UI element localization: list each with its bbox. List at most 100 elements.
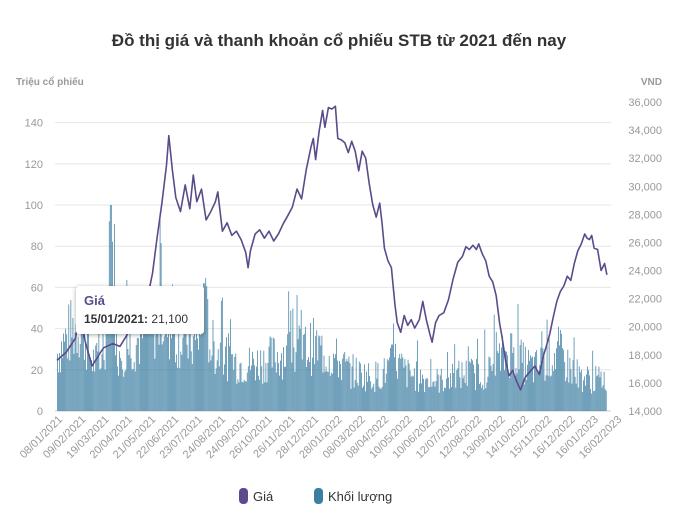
volume-bar	[418, 391, 419, 411]
volume-bar	[453, 372, 455, 411]
volume-bar	[105, 330, 107, 411]
volume-bar	[549, 376, 551, 411]
volume-bar	[547, 375, 549, 411]
volume-bar	[573, 337, 575, 411]
volume-bar	[563, 349, 565, 411]
volume-bar	[206, 286, 208, 411]
volume-bar	[466, 385, 468, 411]
volume-bar	[470, 358, 472, 411]
volume-bar	[376, 378, 378, 411]
volume-bar	[237, 379, 239, 411]
volume-bar	[70, 300, 72, 411]
volume-bar	[522, 342, 524, 411]
volume-bar	[155, 324, 157, 411]
volume-bar	[186, 344, 188, 411]
volume-bar	[95, 345, 97, 411]
volume-bar	[57, 353, 58, 411]
volume-bar	[288, 291, 290, 411]
volume-bar	[445, 388, 446, 411]
volume-bar	[247, 366, 249, 411]
volume-bar	[566, 377, 568, 411]
volume-bar	[380, 388, 382, 411]
volume-bar	[295, 352, 297, 411]
volume-bar	[86, 369, 87, 411]
volume-bar	[572, 360, 574, 411]
volume-bar	[419, 383, 420, 411]
volume-bar	[391, 344, 392, 411]
volume-bar	[603, 371, 605, 411]
volume-bar	[166, 337, 168, 411]
volume-bar	[267, 362, 269, 411]
volume-bar	[560, 330, 561, 411]
volume-bar	[240, 362, 242, 411]
legend-volume-label: Khối lượng	[328, 489, 392, 504]
volume-bar	[194, 339, 196, 411]
volume-bar	[156, 308, 158, 411]
y-right-axis-title: VND	[641, 77, 662, 88]
volume-bar	[104, 369, 106, 411]
volume-bar	[507, 355, 509, 411]
volume-bar	[512, 353, 514, 411]
volume-bar	[148, 332, 150, 411]
volume-bar	[438, 392, 440, 411]
volume-bar	[92, 371, 94, 411]
y-right-ticks: 14,000 16,000 18,000 20,000 22,000 24,000 26,0…	[628, 97, 662, 418]
volume-bar	[220, 300, 222, 411]
volume-bar	[208, 362, 210, 411]
volume-bar	[528, 349, 529, 411]
volume-bar	[200, 335, 201, 411]
volume-bar	[562, 348, 563, 411]
volume-bar	[66, 334, 68, 411]
volume-bar	[119, 351, 120, 411]
volume-bar	[557, 341, 558, 411]
volume-bar	[431, 386, 433, 411]
volume-bar	[577, 387, 579, 411]
volume-bar	[550, 375, 552, 411]
volume-bar	[207, 299, 209, 411]
volume-bar	[308, 357, 309, 411]
volume-bar	[447, 352, 448, 411]
volume-bar	[153, 293, 155, 411]
volume-bar	[321, 335, 323, 411]
volume-bar	[379, 388, 381, 411]
volume-bar	[210, 360, 212, 411]
y-right-tick-label: 18,000	[628, 350, 662, 362]
legend-volume-swatch	[314, 488, 323, 504]
legend-item-price[interactable]: Giá	[239, 488, 274, 504]
volume-bar	[592, 350, 594, 411]
volume-bar	[204, 283, 206, 411]
volume-bar	[446, 378, 447, 411]
volume-bar	[493, 314, 495, 411]
volume-bar	[421, 383, 422, 411]
volume-bar	[422, 374, 423, 411]
volume-bar	[443, 387, 445, 411]
volume-bar	[307, 359, 308, 411]
price-tooltip: Giá 15/01/2021: 21,100	[76, 286, 204, 334]
volume-bar	[168, 296, 169, 411]
volume-bar	[580, 369, 582, 411]
volume-bar	[357, 385, 359, 411]
volume-bar	[428, 387, 430, 411]
volume-bar	[214, 373, 216, 411]
volume-bar	[368, 363, 369, 411]
volume-bar	[76, 352, 78, 411]
volume-bar	[213, 341, 215, 411]
volume-bar	[311, 376, 312, 411]
volume-bar	[516, 373, 518, 411]
volume-bar	[354, 379, 356, 411]
volume-bar	[505, 351, 506, 411]
volume-bar	[496, 351, 498, 411]
volume-bar	[236, 383, 238, 411]
volume-bar	[317, 360, 319, 411]
volume-bar	[374, 391, 376, 411]
volume-bar	[417, 340, 418, 411]
volume-bar	[323, 355, 325, 411]
volume-bar	[473, 364, 474, 411]
volume-bar	[175, 362, 177, 411]
volume-bar	[382, 368, 384, 411]
volume-bar	[218, 366, 220, 411]
volume-bar	[469, 362, 471, 411]
volume-bar	[345, 361, 347, 411]
volume-bar	[211, 355, 213, 411]
legend-item-volume[interactable]: Khối lượng	[314, 488, 392, 504]
